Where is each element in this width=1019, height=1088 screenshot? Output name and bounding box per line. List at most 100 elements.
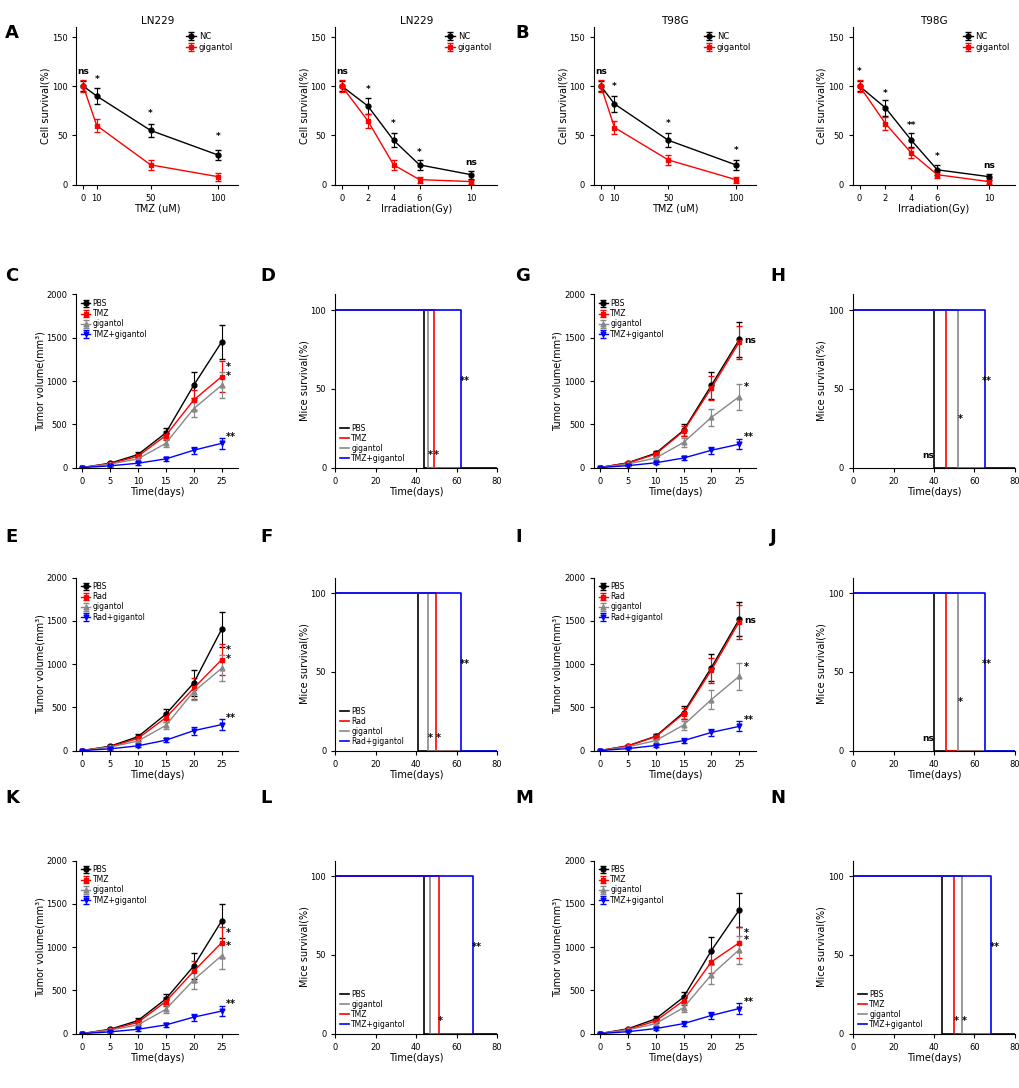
Text: **: ** xyxy=(980,658,990,669)
TMZ+gigantol xyxy=(1008,1027,1019,1040)
PBS xyxy=(329,869,341,882)
Text: F: F xyxy=(260,528,272,546)
gigantol xyxy=(490,1027,502,1040)
X-axis label: TMZ (uM): TMZ (uM) xyxy=(135,203,180,214)
gigantol xyxy=(422,586,434,599)
Legend: PBS, Rad, gigantol, Rad+gigantol: PBS, Rad, gigantol, Rad+gigantol xyxy=(339,706,405,746)
TMZ+gigantol xyxy=(490,461,502,474)
Text: *: * xyxy=(417,148,422,157)
Y-axis label: Tumor volume(mm³): Tumor volume(mm³) xyxy=(552,898,562,997)
X-axis label: Time(days): Time(days) xyxy=(388,487,443,497)
Text: *: * xyxy=(733,146,738,156)
Line: TMZ: TMZ xyxy=(852,310,1014,468)
Text: *: * xyxy=(437,1016,442,1026)
Legend: PBS, Rad, gigantol, Rad+gigantol: PBS, Rad, gigantol, Rad+gigantol xyxy=(597,581,663,622)
Text: **: ** xyxy=(460,375,470,386)
TMZ+gigantol xyxy=(967,869,979,882)
Line: gigantol: gigantol xyxy=(335,876,496,1034)
Rad+gigantol xyxy=(846,586,858,599)
Legend: NC, gigantol: NC, gigantol xyxy=(185,32,234,52)
Text: *: * xyxy=(215,133,220,141)
Text: G: G xyxy=(515,267,530,285)
X-axis label: Time(days): Time(days) xyxy=(906,487,960,497)
TMZ xyxy=(846,304,858,317)
TMZ+gigantol xyxy=(983,1027,996,1040)
Legend: PBS, gigantol, TMZ, TMZ+gigantol: PBS, gigantol, TMZ, TMZ+gigantol xyxy=(339,989,407,1029)
PBS xyxy=(927,382,940,395)
gigantol xyxy=(424,1027,436,1040)
Text: ns: ns xyxy=(982,161,994,170)
X-axis label: Time(days): Time(days) xyxy=(388,770,443,780)
Text: **: ** xyxy=(743,432,753,443)
Text: **: ** xyxy=(743,997,753,1006)
Text: B: B xyxy=(515,24,528,42)
TMZ xyxy=(1008,1027,1019,1040)
gigantol xyxy=(490,744,502,757)
Y-axis label: Mice survival(%): Mice survival(%) xyxy=(299,341,309,421)
Line: gigantol: gigantol xyxy=(852,593,1014,751)
Line: TMZ: TMZ xyxy=(335,876,496,1034)
Line: Rad: Rad xyxy=(335,593,496,751)
Legend: PBS, TMZ, gigantol, TMZ+gigantol: PBS, TMZ, gigantol, TMZ+gigantol xyxy=(856,989,923,1029)
TMZ xyxy=(329,869,341,882)
TMZ xyxy=(329,304,341,317)
PBS xyxy=(418,461,430,474)
Rad xyxy=(490,744,502,757)
gigantol xyxy=(951,666,963,679)
gigantol xyxy=(422,744,434,757)
Y-axis label: Mice survival(%): Mice survival(%) xyxy=(816,623,826,705)
Y-axis label: Mice survival(%): Mice survival(%) xyxy=(816,906,826,988)
Line: TMZ+gigantol: TMZ+gigantol xyxy=(335,876,496,1034)
Y-axis label: Mice survival(%): Mice survival(%) xyxy=(299,906,309,988)
TMZ+gigantol xyxy=(329,304,341,317)
Y-axis label: Mice survival(%): Mice survival(%) xyxy=(299,623,309,705)
Text: *: * xyxy=(953,1016,958,1026)
gigantol xyxy=(940,304,952,317)
TMZ+gigantol xyxy=(454,461,467,474)
TMZ+gigantol xyxy=(467,1027,479,1040)
Line: TMZ+gigantol: TMZ+gigantol xyxy=(852,310,1014,468)
Title: T98G: T98G xyxy=(660,16,688,26)
PBS xyxy=(935,869,948,882)
Text: **: ** xyxy=(226,432,235,442)
X-axis label: Time(days): Time(days) xyxy=(130,1053,184,1063)
Line: gigantol: gigantol xyxy=(852,310,1014,468)
Text: ns: ns xyxy=(743,336,755,345)
PBS xyxy=(490,744,502,757)
Rad xyxy=(430,586,442,599)
Text: *: * xyxy=(428,732,432,743)
Rad xyxy=(940,744,952,757)
Text: ns: ns xyxy=(594,67,606,76)
TMZ+gigantol xyxy=(967,304,979,317)
Line: PBS: PBS xyxy=(335,876,496,1034)
gigantol xyxy=(846,869,858,882)
Text: *: * xyxy=(226,654,230,664)
X-axis label: Time(days): Time(days) xyxy=(388,1053,443,1063)
Text: *: * xyxy=(226,928,230,939)
PBS xyxy=(917,304,929,317)
gigantol xyxy=(951,382,963,395)
PBS xyxy=(927,666,940,679)
Text: *: * xyxy=(957,696,962,706)
TMZ+gigantol xyxy=(846,869,858,882)
X-axis label: Time(days): Time(days) xyxy=(906,1053,960,1063)
gigantol xyxy=(1008,1027,1019,1040)
PBS xyxy=(846,304,858,317)
Text: *: * xyxy=(226,362,230,372)
Line: Rad+gigantol: Rad+gigantol xyxy=(335,593,496,751)
Y-axis label: Cell survival(%): Cell survival(%) xyxy=(816,67,826,144)
Y-axis label: Tumor volume(mm³): Tumor volume(mm³) xyxy=(552,331,562,431)
Title: LN229: LN229 xyxy=(399,16,432,26)
Rad xyxy=(927,586,940,599)
gigantol xyxy=(490,461,502,474)
PBS xyxy=(418,1027,430,1040)
PBS xyxy=(846,869,858,882)
PBS xyxy=(917,586,929,599)
TMZ+gigantol xyxy=(490,1027,502,1040)
Y-axis label: Tumor volume(mm³): Tumor volume(mm³) xyxy=(552,614,562,714)
X-axis label: Time(days): Time(days) xyxy=(647,487,702,497)
gigantol xyxy=(1008,744,1019,757)
Y-axis label: Tumor volume(mm³): Tumor volume(mm³) xyxy=(35,614,45,714)
gigantol xyxy=(422,304,434,317)
TMZ+gigantol xyxy=(454,382,467,395)
